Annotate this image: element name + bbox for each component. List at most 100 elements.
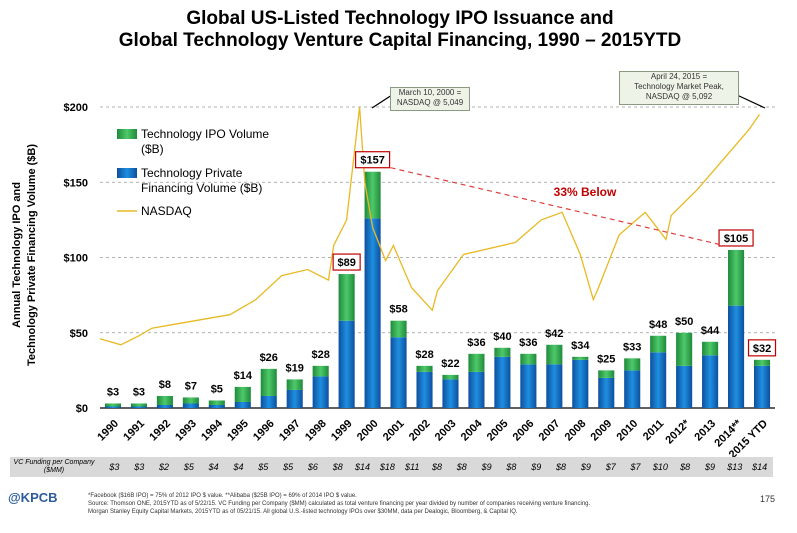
bar-ipo-volume (468, 353, 485, 372)
legend-label-nasdaq: NASDAQ (141, 204, 192, 218)
bar-ipo-volume (572, 356, 589, 360)
total-label: $50 (675, 316, 693, 328)
y-tick-label: $200 (64, 102, 88, 114)
total-label: $22 (441, 358, 459, 370)
vc-funding-value: $8 (456, 462, 467, 472)
bar-private-financing (286, 389, 303, 408)
x-tick-label: 1995 (225, 418, 251, 444)
total-label: $42 (545, 328, 563, 340)
x-tick-label: 1999 (329, 418, 355, 444)
bar-private-financing (130, 406, 147, 408)
total-label: $5 (211, 383, 223, 395)
vc-funding-value: $8 (506, 462, 517, 472)
total-label: $8 (159, 379, 171, 391)
bar-ipo-volume (260, 368, 277, 396)
bar-private-financing (598, 377, 615, 408)
bar-private-financing (676, 365, 693, 408)
x-tick-label: 2006 (511, 418, 537, 444)
total-label-box (354, 151, 391, 169)
y-tick-label: $100 (64, 253, 88, 265)
x-tick-label: 2004 (459, 417, 485, 443)
bar-ipo-volume (286, 379, 303, 390)
bar-private-financing (416, 371, 433, 408)
vc-funding-row (10, 457, 773, 477)
bar-private-financing (702, 355, 719, 408)
total-label-box (332, 253, 361, 271)
total-label: $36 (519, 337, 537, 349)
total-label: $44 (701, 325, 720, 337)
total-label: $28 (311, 349, 329, 361)
x-tick-label: 2009 (589, 418, 615, 444)
x-tick-label: 2005 (485, 418, 511, 444)
legend-label-ipo-unit: ($B) (141, 142, 164, 156)
bar-ipo-volume (494, 347, 511, 357)
legend-swatch-private (117, 168, 137, 178)
total-label: $19 (286, 362, 304, 374)
x-tick-label: 1997 (277, 418, 303, 444)
total-label: $33 (623, 341, 641, 353)
vc-funding-value: $5 (183, 462, 194, 472)
vc-funding-value: $9 (481, 462, 492, 472)
trend-dashed-line (390, 167, 727, 247)
bar-ipo-volume (598, 370, 615, 378)
x-tick-label: 1994 (199, 417, 225, 443)
bar-private-financing (728, 305, 745, 408)
total-label-box (747, 339, 777, 357)
bar-private-financing (753, 365, 771, 408)
vc-funding-value: $3 (134, 462, 145, 472)
vc-funding-value: $11 (404, 462, 420, 472)
vc-funding-value: $7 (605, 462, 616, 472)
total-label: $58 (389, 304, 407, 316)
bar-ipo-volume (104, 403, 122, 407)
bar-ipo-volume (338, 274, 355, 321)
total-label: $7 (185, 380, 197, 392)
total-label: $3 (107, 386, 119, 398)
vc-funding-value: $7 (630, 462, 641, 472)
legend-swatch-ipo (117, 129, 137, 139)
x-tick-label: 1996 (251, 418, 277, 444)
bar-ipo-volume (234, 386, 251, 402)
bar-ipo-volume (753, 359, 771, 366)
vc-funding-value: $9 (531, 462, 542, 472)
bar-private-financing (104, 406, 122, 408)
x-tick-label: 2002 (407, 418, 433, 444)
total-label: $32 (753, 343, 771, 355)
bar-ipo-volume (312, 365, 329, 377)
brand-logo: @KPCB (8, 490, 58, 505)
y-axis-title-line1: Annual Technology IPO and (11, 182, 23, 328)
vc-funding-value: $2 (159, 462, 170, 472)
bar-private-financing (182, 403, 199, 408)
x-tick-label: 1993 (173, 418, 199, 444)
bar-private-financing (208, 404, 225, 408)
bar-private-financing (338, 320, 355, 408)
y-tick-label: $50 (70, 328, 88, 340)
bar-ipo-volume (156, 395, 173, 405)
total-label: $36 (467, 337, 485, 349)
total-label: $14 (234, 370, 253, 382)
bar-private-financing (624, 370, 641, 408)
x-tick-label: 1992 (147, 418, 173, 444)
bar-private-financing (234, 401, 251, 408)
bar-private-financing (468, 371, 485, 408)
bar-private-financing (364, 218, 381, 408)
x-tick-label: 2011 (641, 418, 666, 443)
total-label: $105 (724, 233, 748, 245)
annotation-2015-peak-text: April 24, 2015 = Technology Market Peak,… (634, 72, 724, 101)
chart-title-line2: Global Technology Venture Capital Financ… (118, 30, 682, 51)
bar-private-financing (156, 404, 173, 408)
vc-funding-value: $14 (355, 462, 371, 472)
vc-funding-value: $13 (727, 462, 743, 472)
footnote-1: *Facebook ($16B IPO) = 75% of 2012 IPO $… (88, 493, 357, 499)
x-tick-label: 1998 (303, 418, 329, 444)
vc-funding-value: $6 (307, 462, 318, 472)
total-label: $89 (337, 257, 355, 269)
bar-ipo-volume (546, 344, 563, 365)
annotation-2000-peak: March 10, 2000 = NASDAQ @ 5,049 (390, 87, 470, 111)
x-tick-label: 1990 (95, 418, 121, 444)
vc-funding-value: $18 (379, 462, 395, 472)
y-axis-title-line2: Technology Private Financing Volume ($B) (26, 144, 38, 366)
vc-funding-value: $8 (431, 462, 442, 472)
vc-funding-value: $4 (233, 462, 244, 472)
total-label: $40 (493, 331, 511, 343)
page-number: 175 (760, 494, 776, 504)
